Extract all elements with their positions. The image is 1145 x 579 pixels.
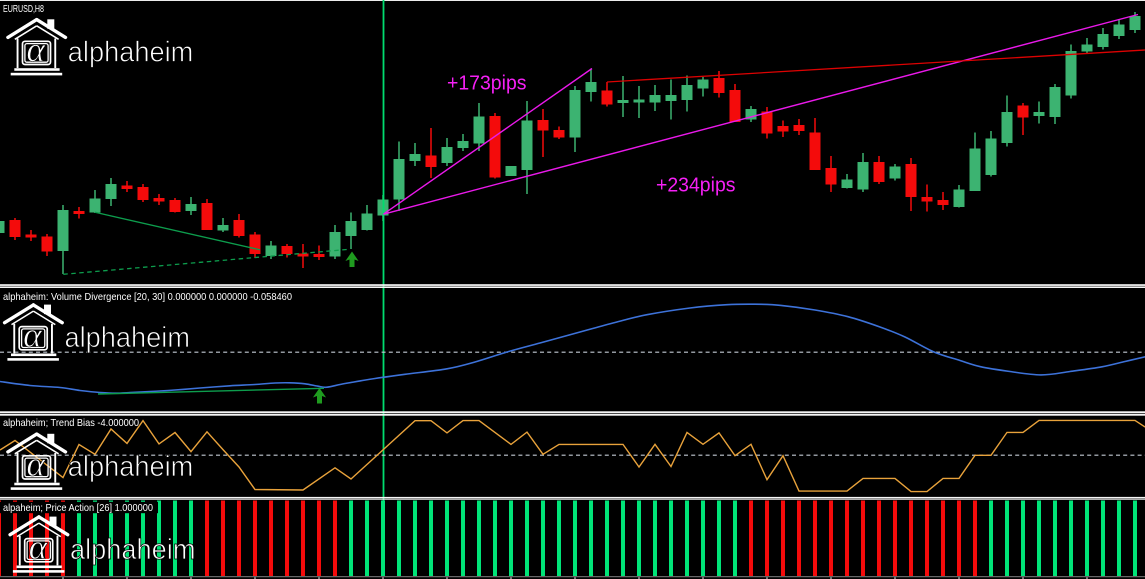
svg-text:α: α xyxy=(29,527,48,566)
svg-text:alphaheim: alphaheim xyxy=(70,534,196,566)
svg-text:alphaheim: alphaheim xyxy=(68,451,194,483)
svg-text:alphaheim: alphaheim xyxy=(70,534,196,566)
svg-text:+173pips: +173pips xyxy=(447,73,527,95)
svg-text:α: α xyxy=(27,30,46,69)
svg-text:α: α xyxy=(27,445,46,484)
svg-text:α: α xyxy=(29,527,48,566)
svg-text:alphaheim: alphaheim xyxy=(65,322,191,354)
svg-text:alphaheim: alphaheim xyxy=(68,37,194,69)
svg-text:alphaheim: Volume Divergence [: alphaheim: Volume Divergence [20, 30] 0.… xyxy=(3,291,292,303)
svg-text:alphaheim: alphaheim xyxy=(65,322,191,354)
svg-text:α: α xyxy=(27,30,46,69)
svg-text:EURUSD,H8: EURUSD,H8 xyxy=(3,3,44,15)
svg-text:α: α xyxy=(27,445,46,484)
svg-text:α: α xyxy=(23,315,42,354)
svg-text:alphaheim; Trend Bias -4.00000: alphaheim; Trend Bias -4.000000 xyxy=(3,417,139,429)
svg-text:alphaheim: alphaheim xyxy=(68,37,194,69)
svg-text:alpaheim; Price Action [26] 1.: alpaheim; Price Action [26] 1.000000 xyxy=(3,502,153,514)
svg-text:α: α xyxy=(23,315,42,354)
svg-text:+234pips: +234pips xyxy=(656,175,736,197)
svg-text:alphaheim: alphaheim xyxy=(68,451,194,483)
